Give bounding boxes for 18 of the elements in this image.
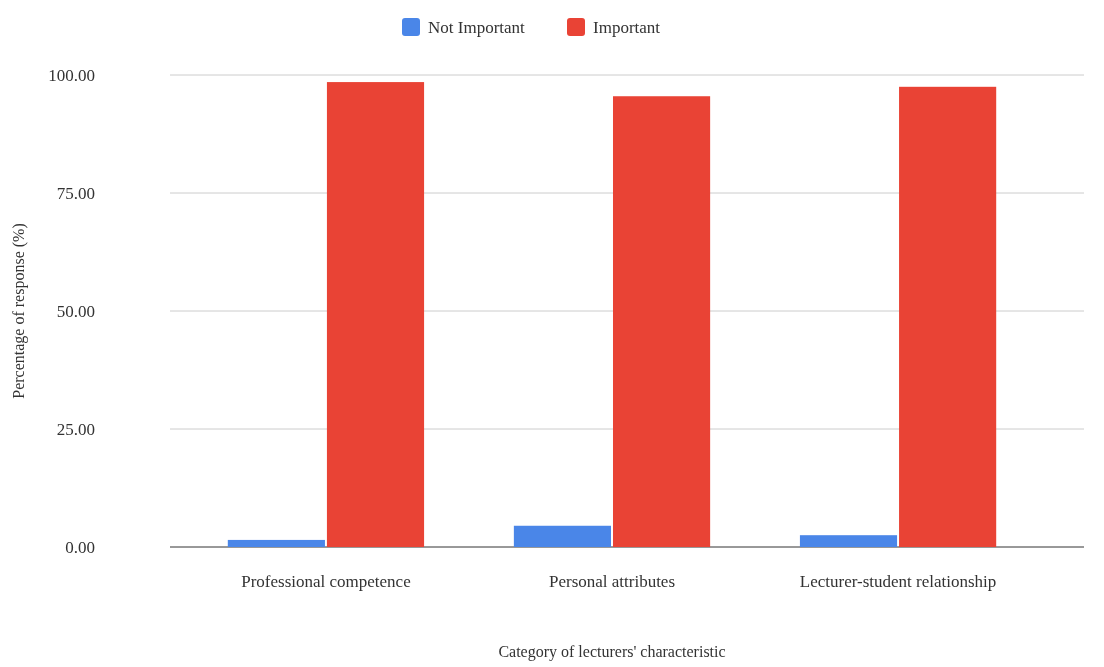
x-tick-label: Lecturer-student relationship [799,572,997,591]
y-tick-label: 25.00 [56,419,95,439]
y-tick-label: 0.00 [65,537,95,557]
y-tick-label: 75.00 [56,183,95,203]
x-axis-title: Category of lecturers' characteristic [498,643,726,661]
y-axis-title: Percentage of response (%) [10,223,28,399]
y-tick-label: 100.00 [48,65,95,85]
x-tick-label: Professional competence [241,572,411,591]
y-tick-label: 50.00 [56,301,95,321]
bar [899,86,997,547]
legend-label: Important [593,17,661,37]
bar [513,525,612,547]
bar [799,535,898,547]
bar [326,82,425,547]
legend-label: Not Important [428,17,526,37]
bar [612,96,711,547]
bar [227,539,325,547]
x-tick-label: Personal attributes [548,572,676,591]
